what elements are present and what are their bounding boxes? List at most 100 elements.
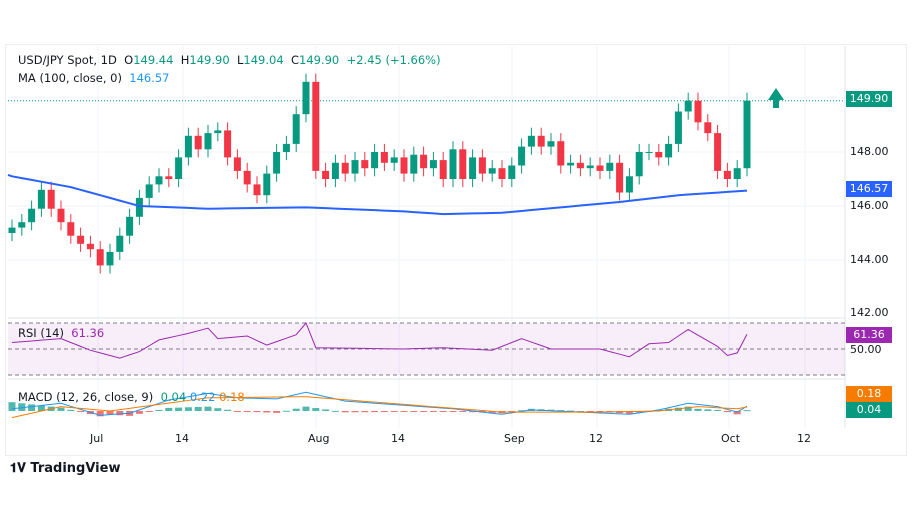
macd-histogram-bar [194,406,202,411]
candle-body [224,130,232,158]
macd-histogram-bar [596,411,604,412]
rsi-band [8,323,845,375]
candle-body [420,154,428,169]
candle-body [635,152,643,177]
macd-histogram-bar [704,409,712,411]
x-tick: Oct [721,432,741,445]
candle-body [331,162,339,179]
macd-histogram-bar [557,410,565,412]
candle-body [361,160,369,169]
macd-histogram-bar [684,406,692,411]
macd-histogram-bar [302,406,310,411]
high-value: 149.90 [189,53,230,67]
candle-body [8,227,16,233]
candle-body [18,222,26,228]
candle-body [498,168,506,179]
macd-histogram-bar [165,407,173,411]
ohlc-legend: USD/JPY Spot, 1D O149.44 H149.90 L149.04… [18,53,441,67]
y-tick: 142.00 [850,306,889,319]
candle-body [155,176,163,185]
macd-histogram-bar [743,410,751,412]
candle-body [282,143,290,152]
price-tag: 149.90 [846,91,892,107]
x-tick: 14 [175,432,189,445]
rsi-label: RSI (14) [18,326,64,340]
tv-logo-icon: 𝟏𝐕 [10,461,26,476]
candle-body [429,160,437,169]
macd-histogram-bar [253,411,261,413]
macd-histogram-bar [184,407,192,411]
candle-body [616,162,624,193]
candle-body [606,162,614,171]
candle-body [106,251,114,266]
rsi-value: 61.36 [71,326,105,340]
change-value: +2.45 (+1.66%) [346,53,441,67]
candle-body [410,154,418,174]
macd-line [11,391,748,416]
macd-histogram-bar [361,411,369,413]
candle-body [390,157,398,163]
rsi-level-label: 50.00 [850,343,882,356]
up-arrow-icon [768,88,784,108]
candle-body [694,100,702,123]
macd-histogram-bar [57,407,65,411]
candle-body [86,243,94,250]
candle-body [116,235,124,252]
macd-histogram-bar [18,403,26,411]
close-label: C [290,53,299,67]
macd-histogram-bar [273,411,281,413]
ma-line [7,174,748,216]
candle-body [645,152,653,153]
candle-body [488,168,496,174]
candle-body [704,122,712,134]
candle-body [537,135,545,147]
y-tick: 146.00 [850,199,889,212]
macd-histogram-bar [28,404,36,411]
candle-body [351,160,359,174]
candle-body [292,114,300,144]
macd-histogram-bar [145,411,153,412]
candle-body [47,189,55,209]
macd-histogram-bar [576,411,584,412]
candle-body [625,176,633,193]
candle-body [576,162,584,169]
macd-histogram-bar [733,411,741,415]
macd-histogram-bar [714,409,722,411]
macd-signal-tag: 0.18 [846,386,892,402]
brand-label: TradingView [30,461,121,476]
ma-value: 146.57 [129,71,170,85]
candle-body [233,157,241,171]
macd-histogram-bar [380,411,388,413]
rsi-tag: 61.36 [846,327,892,343]
signal-line [11,396,748,419]
candle-body [714,133,722,171]
candle-body [508,165,516,179]
ma-legend: MA (100, close, 0) 146.57 [18,71,170,85]
candle-body [586,165,594,169]
macd-histogram-bar [282,410,290,412]
candle-body [527,135,535,147]
macd-legend: MACD (12, 26, close, 9) 0.04 0.22 0.18 [18,390,245,404]
chart-frame[interactable] [5,44,907,456]
x-tick: 14 [391,432,405,445]
macd-histogram-bar [322,409,330,411]
x-tick: 12 [589,432,603,445]
rsi-line [11,322,748,359]
macd-histogram-bar [351,411,359,413]
candle-body [322,170,330,179]
macd-histogram-bar [420,411,428,412]
macd-histogram-bar [723,411,731,413]
symbol-label: USD/JPY Spot, 1D [18,53,117,67]
macd-histogram-bar [243,411,251,412]
ma-tag: 146.57 [846,181,892,197]
candle-body [184,135,192,158]
candle-body [28,208,36,223]
macd-histogram-bar [292,408,300,411]
candle-body [478,157,486,174]
macd-histogram-bar [400,411,408,412]
macd-histogram-bar [655,409,663,411]
macd-histogram-bar [469,411,477,413]
x-tick: Jul [90,432,104,445]
candle-body [312,81,320,171]
